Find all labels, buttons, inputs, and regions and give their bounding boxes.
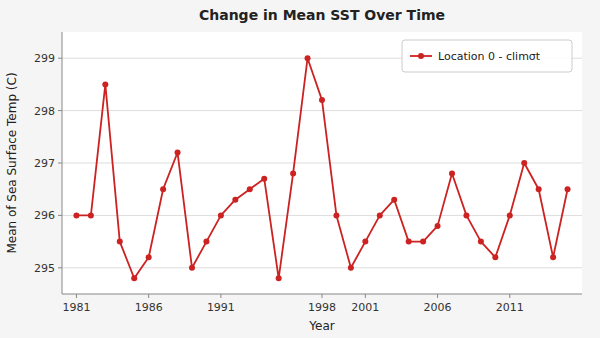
legend-box	[402, 40, 572, 72]
point	[333, 212, 339, 218]
legend-label: Location 0 - climσt	[438, 50, 541, 63]
legend-marker	[418, 53, 424, 59]
tick-mark	[58, 267, 62, 268]
grid-line	[62, 267, 582, 268]
point	[536, 186, 542, 192]
point	[565, 186, 571, 192]
point	[478, 239, 484, 245]
point	[435, 223, 441, 229]
tick-label: 297	[34, 157, 55, 170]
background	[0, 0, 600, 338]
point	[348, 265, 354, 271]
tick-mark	[148, 294, 149, 298]
tick-label: 296	[34, 209, 55, 222]
tick-label: 2006	[424, 301, 452, 314]
point	[160, 186, 166, 192]
chart: 295 296 297 298 299 1981 1986 1991 1998 2001 2006 2…	[0, 0, 600, 338]
tick-mark	[365, 294, 366, 298]
tick-mark	[58, 110, 62, 111]
legend: Location 0 - climσt	[402, 40, 572, 72]
point	[102, 81, 108, 87]
tick-label: 299	[34, 52, 55, 65]
tick-label: 2011	[496, 301, 524, 314]
point	[131, 275, 137, 281]
point	[406, 239, 412, 245]
point	[175, 150, 181, 156]
point	[391, 197, 397, 203]
point	[305, 55, 311, 61]
point	[247, 186, 253, 192]
point	[362, 239, 368, 245]
title: Change in Mean SST Over Time	[199, 7, 445, 23]
grid-line	[62, 215, 582, 216]
point	[550, 254, 556, 260]
plot-area	[62, 32, 582, 294]
point	[319, 97, 325, 103]
point	[232, 197, 238, 203]
point	[189, 265, 195, 271]
x-axis-line	[62, 294, 582, 295]
grid-line	[62, 110, 582, 111]
point	[449, 170, 455, 176]
tick-label: 1991	[207, 301, 235, 314]
point	[492, 254, 498, 260]
point	[276, 275, 282, 281]
tick-label: 1986	[135, 301, 163, 314]
tick-label: 2001	[351, 301, 379, 314]
tick-mark	[322, 294, 323, 298]
point	[420, 239, 426, 245]
tick-label: 1998	[308, 301, 336, 314]
tick-label: 298	[34, 105, 55, 118]
y-axis-line	[62, 32, 63, 294]
point	[117, 239, 123, 245]
data-group	[73, 55, 570, 281]
point	[521, 160, 527, 166]
y-axis-label: Mean of Sea Surface Temp (C)	[5, 72, 19, 253]
tick-mark	[58, 163, 62, 164]
tick-mark	[58, 215, 62, 216]
tick-label: 295	[34, 262, 55, 275]
point	[463, 212, 469, 218]
x-axis-label: Year	[308, 319, 334, 333]
line	[76, 58, 567, 278]
tick-mark	[437, 294, 438, 298]
tick-mark	[58, 58, 62, 59]
point	[261, 176, 267, 182]
point	[218, 212, 224, 218]
point	[377, 212, 383, 218]
point	[203, 239, 209, 245]
tick-label: 1981	[62, 301, 90, 314]
tick-mark	[220, 294, 221, 298]
point	[146, 254, 152, 260]
point	[290, 170, 296, 176]
tick-mark	[509, 294, 510, 298]
grid-line	[62, 163, 582, 164]
point	[507, 212, 513, 218]
tick-mark	[76, 294, 77, 298]
point	[73, 212, 79, 218]
point	[88, 212, 94, 218]
